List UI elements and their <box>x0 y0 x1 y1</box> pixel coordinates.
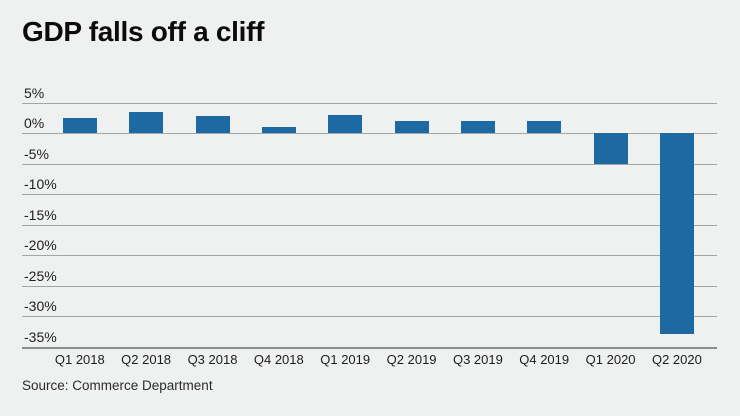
bar-q2-2018 <box>129 112 164 134</box>
x-axis-tick-label: Q2 2018 <box>121 351 172 367</box>
y-axis-tick-label: -10% <box>24 176 57 193</box>
y-axis-tick-label: -15% <box>24 206 57 223</box>
gridline <box>22 255 717 257</box>
y-axis-tick-label: -30% <box>24 298 57 315</box>
gridline <box>22 224 717 226</box>
gridline <box>22 102 717 104</box>
chart-title: GDP falls off a cliff <box>22 16 265 47</box>
x-axis-tick-label: Q1 2019 <box>320 351 371 367</box>
x-axis-line <box>22 346 717 349</box>
bar-q4-2019 <box>527 120 562 134</box>
x-axis-tick-label: Q1 2018 <box>54 351 105 367</box>
gridline <box>22 285 717 287</box>
bar-q4-2018 <box>261 126 296 134</box>
y-axis-tick-label: -25% <box>24 267 57 284</box>
source-caption: Source: Commerce Department <box>22 378 213 393</box>
bar-q3-2018 <box>195 115 230 134</box>
gridline <box>22 194 717 196</box>
y-axis-tick-label: -20% <box>24 237 57 254</box>
gridline <box>22 316 717 318</box>
bar-q1-2018 <box>62 118 97 134</box>
x-axis-tick-label: Q3 2019 <box>452 351 503 367</box>
x-axis-tick-label: Q2 2020 <box>651 351 702 367</box>
x-axis-tick-label: Q3 2018 <box>187 351 238 367</box>
x-axis-tick-label: Q4 2018 <box>253 351 304 367</box>
x-axis-tick-label: Q1 2020 <box>585 351 636 367</box>
bar-q2-2020 <box>659 133 694 334</box>
x-axis-tick-label: Q4 2019 <box>519 351 570 367</box>
x-axis-tick-label: Q2 2019 <box>386 351 437 367</box>
gridline <box>22 133 717 135</box>
y-axis-tick-label: -5% <box>24 145 49 162</box>
bar-q1-2020 <box>593 133 628 164</box>
y-axis-tick-label: 5% <box>24 84 45 101</box>
y-axis-tick-label: -35% <box>24 328 57 345</box>
bar-q1-2019 <box>328 114 363 134</box>
bar-q3-2019 <box>460 120 495 134</box>
gridline <box>22 163 717 165</box>
y-axis-tick-label: 0% <box>24 115 45 132</box>
bar-q2-2019 <box>394 121 429 134</box>
